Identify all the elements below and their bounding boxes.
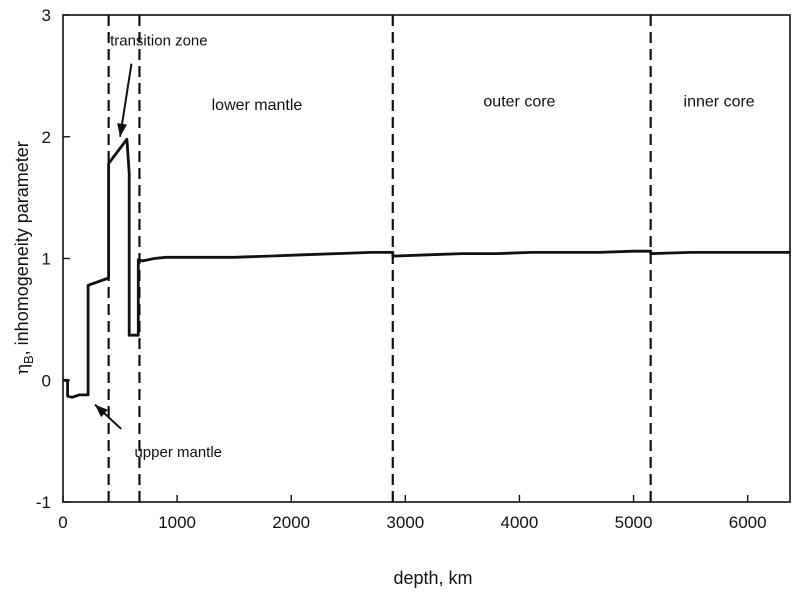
y-tick-label: -1 [36, 493, 51, 512]
annotation-label: upper mantle [134, 444, 222, 461]
annotation-arrow-head [117, 123, 128, 137]
series-group [63, 137, 790, 399]
y-axis-text: , inhomogeneity parameter [12, 141, 32, 355]
y-tick-label: 3 [42, 6, 51, 25]
y-tick-label: 0 [42, 371, 51, 390]
x-axis-title: depth, km [393, 568, 472, 588]
x-tick-label: 2000 [272, 513, 310, 532]
annotation-arrow-head [94, 404, 108, 418]
x-tick-label: 0 [58, 513, 67, 532]
x-tick-label: 3000 [386, 513, 424, 532]
region-label: lower mantle [212, 97, 303, 114]
region-labels: lower mantle outer core inner core [212, 93, 755, 114]
y-tick-label: 1 [42, 250, 51, 269]
x-tick-label: 1000 [158, 513, 196, 532]
annotations-group: transition zone upper mantle [94, 32, 222, 461]
y-axis-title: ηB, inhomogeneity parameter [12, 141, 36, 375]
x-tick-label: 4000 [501, 513, 539, 532]
annotation-label: transition zone [110, 32, 208, 49]
x-tick-label: 6000 [729, 513, 767, 532]
series-line [63, 137, 790, 399]
region-label: inner core [684, 93, 755, 110]
y-axis-symbol: η [12, 364, 33, 375]
x-tick-label: 5000 [615, 513, 653, 532]
region-label: outer core [483, 93, 555, 110]
y-tick-label: 2 [42, 128, 51, 147]
y-axis-subscript: B [21, 355, 36, 364]
